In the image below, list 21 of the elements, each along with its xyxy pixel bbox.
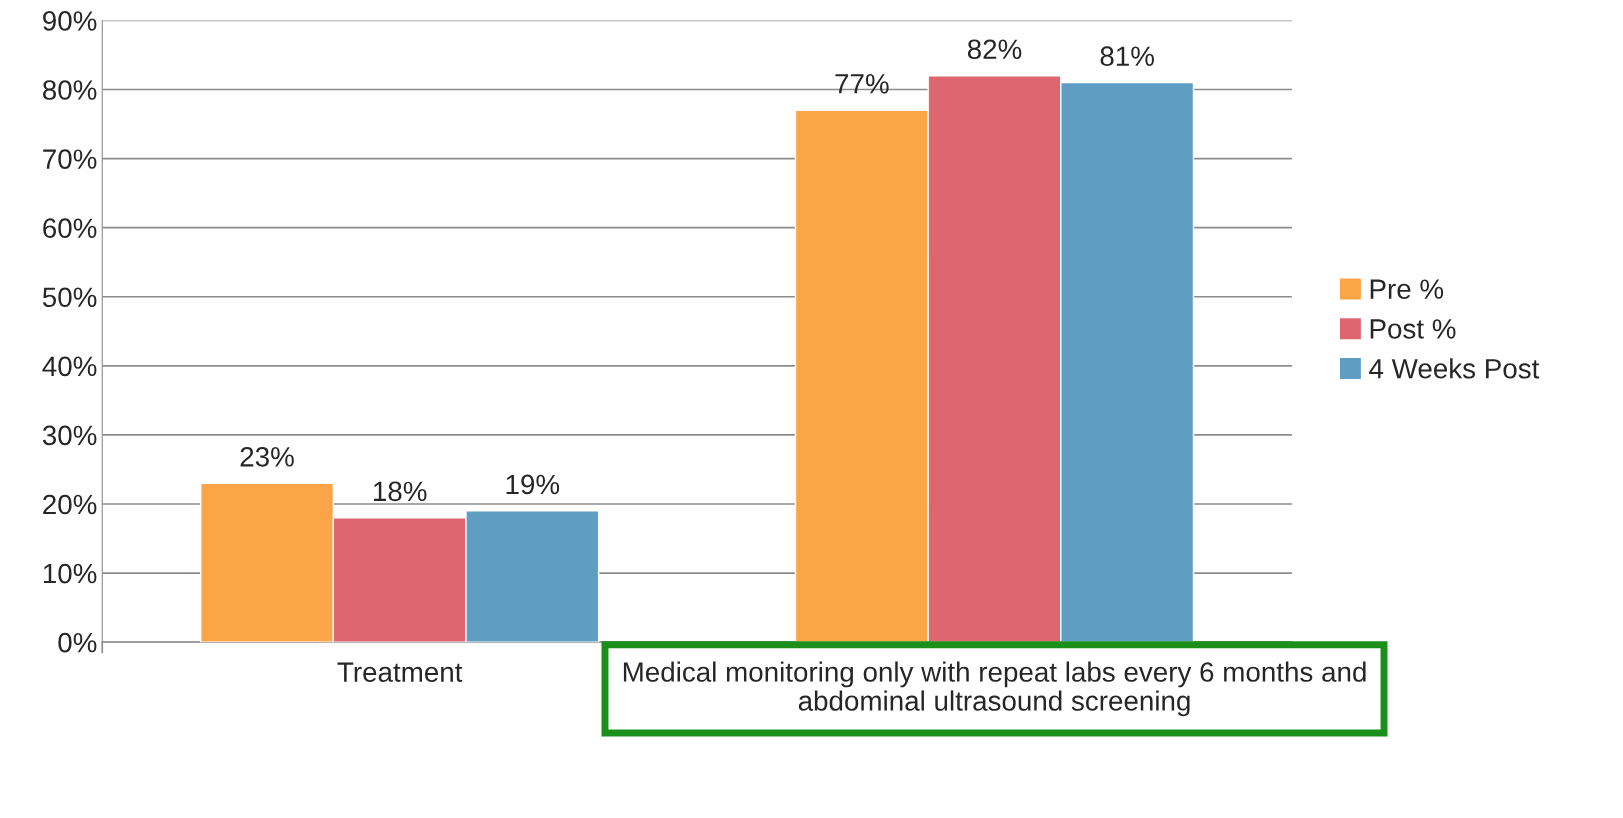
y-tick-label: 10% xyxy=(43,563,97,584)
y-tick-label: 40% xyxy=(42,356,97,377)
legend-label: 4 Weeks Post xyxy=(1369,358,1540,379)
text: 82% xyxy=(967,39,1022,60)
text: 18% xyxy=(373,481,427,502)
y-tick-label: 20% xyxy=(43,494,97,515)
y-tick-label: 50% xyxy=(42,287,97,308)
y-tick-label: 70% xyxy=(43,149,97,169)
text: 81% xyxy=(1100,46,1154,67)
y-tick-label: 80% xyxy=(43,80,97,100)
y-tick-label: 0% xyxy=(58,632,97,653)
legend-label: Pre % xyxy=(1370,279,1444,299)
y-tick-label: 90% xyxy=(43,11,97,31)
text: 77% xyxy=(835,74,889,94)
text: 19% xyxy=(506,474,560,495)
y-tick-label: 60% xyxy=(43,218,97,239)
legend-label: Post % xyxy=(1370,319,1456,339)
x-tick-label: Medical monitoring only with repeat labs every 6 months and abdominal ultrasound screening xyxy=(623,661,1366,717)
x-tick-label: Treatment xyxy=(337,662,463,682)
text: 23% xyxy=(240,446,294,467)
y-tick-label: 30% xyxy=(42,425,97,446)
